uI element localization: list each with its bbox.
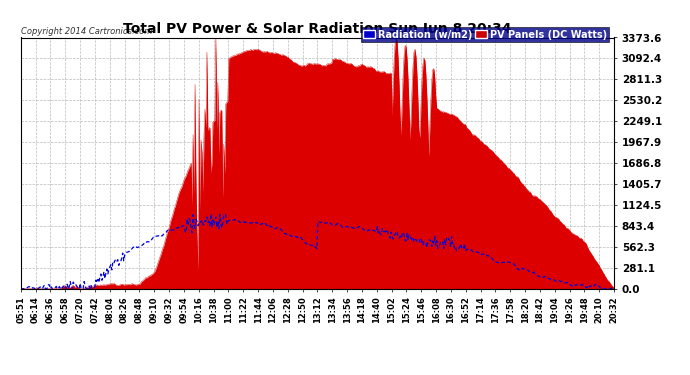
- Title: Total PV Power & Solar Radiation Sun Jun 8 20:34: Total PV Power & Solar Radiation Sun Jun…: [123, 22, 512, 36]
- Legend: Radiation (w/m2), PV Panels (DC Watts): Radiation (w/m2), PV Panels (DC Watts): [361, 27, 609, 42]
- Text: Copyright 2014 Cartronics.com: Copyright 2014 Cartronics.com: [21, 27, 152, 36]
